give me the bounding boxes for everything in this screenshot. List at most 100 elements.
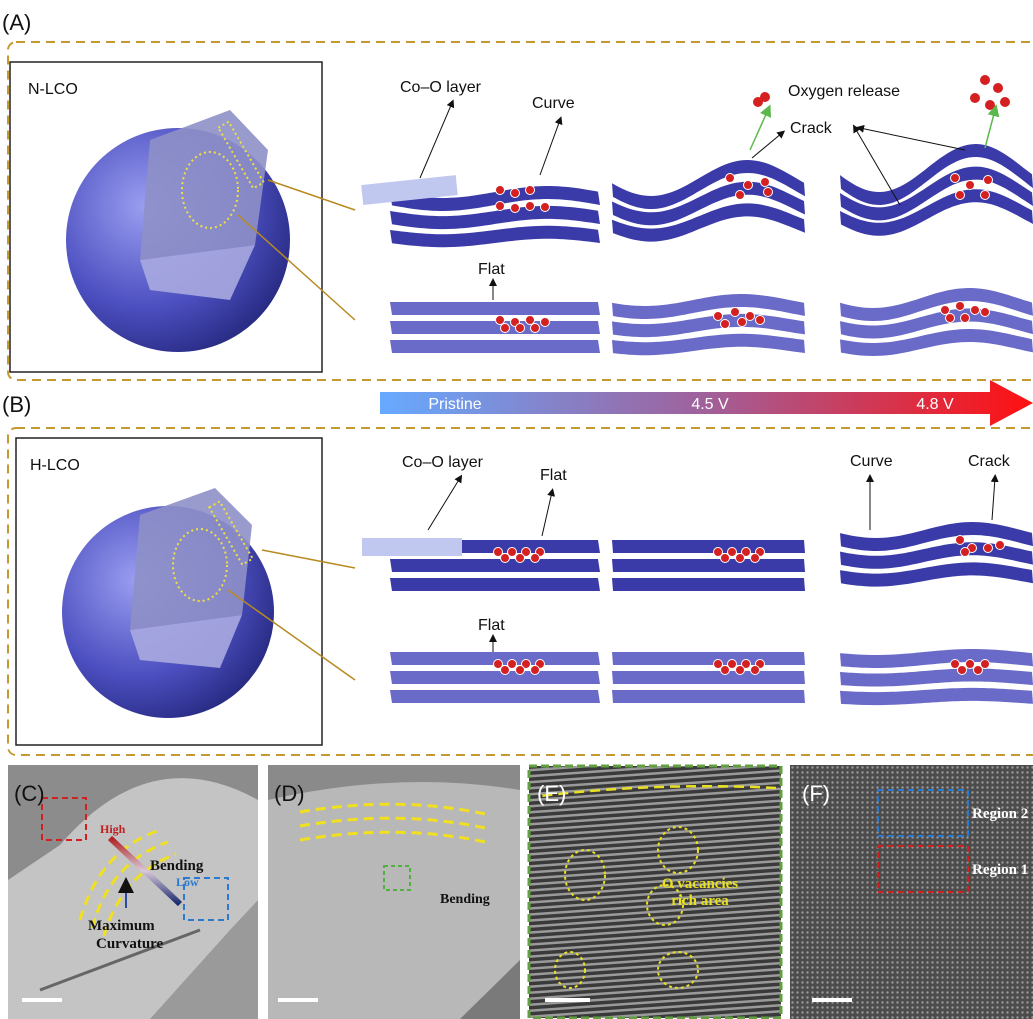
arrow [856,124,966,151]
oxygen [530,665,540,675]
oxygen [750,665,760,675]
layer [390,559,600,572]
annotation: Region 2 [972,806,1028,822]
oxygen [741,547,751,557]
oxygen [983,543,993,553]
layer [840,288,1033,321]
oxygen [750,553,760,563]
layer [390,340,600,353]
oxygen [755,315,765,325]
layer [612,181,805,226]
arrow [751,130,786,159]
annotation: Crack [790,120,833,137]
oxygen [730,307,740,317]
oxygen [713,547,723,557]
layer [612,578,805,591]
oxygen [525,201,535,211]
layer [612,652,805,665]
oxygen [720,553,730,563]
annotation: Curvature [96,936,164,952]
oxygen [737,317,747,327]
annotation: Flat [478,617,505,634]
annotation: Co–O layer [400,79,482,96]
arrow [419,99,455,179]
sphere [66,110,290,352]
oxygen [993,83,1003,93]
annotation: Bending [150,858,204,874]
annotation: Flat [540,467,567,484]
layer [390,186,600,211]
panel-c-overlay [22,797,229,1002]
layer [390,302,600,315]
oxygen [540,317,550,327]
arrow [539,116,563,176]
layer [612,540,805,553]
oxygen [495,201,505,211]
panel-frame [7,427,1033,756]
layer [840,649,1033,668]
oxygen [970,305,980,315]
oxygen [1000,97,1010,107]
stage-label: Pristine [428,396,481,413]
arrow [990,474,999,521]
oxygen [950,173,960,183]
oxygen [985,100,995,110]
oxygen [760,92,770,102]
oxygen [515,665,525,675]
annotation: Flat [478,261,505,278]
layer [612,203,805,242]
oxygen [495,185,505,195]
layer [840,144,1033,205]
arrow [427,474,463,531]
oxygen [495,315,505,325]
oxygen [965,659,975,669]
oxygen [530,323,540,333]
stage-label: 4.8 V [916,396,954,413]
layer [612,671,805,684]
co-o-layer [361,175,458,205]
oxygen [735,553,745,563]
oxygen [760,177,770,187]
oxygen [510,203,520,213]
oxygen [741,659,751,669]
layer [612,294,805,319]
annotation: Region 1 [972,862,1028,878]
oxygen [983,175,993,185]
oxygen [735,665,745,675]
oxygen [960,313,970,323]
arrow [541,488,556,537]
oxygen [507,547,517,557]
oxygen [521,659,531,669]
oxygen [980,307,990,317]
oxygen [500,323,510,333]
annotation: Crack [968,453,1011,470]
layer [390,671,600,684]
panel-e-overlay [539,784,777,1002]
panel-f-overlay [812,789,969,1002]
hrtem-image [527,764,783,1019]
oxygen [720,665,730,675]
panel-label: (E) [537,781,566,806]
co-o-layer [362,538,462,556]
annotation: Curve [532,95,575,112]
oxygen [713,659,723,669]
layer [390,578,600,591]
oxygen [973,665,983,675]
oxygen [713,311,723,321]
oxygen [727,659,737,669]
oxygen [980,190,990,200]
oxygen [515,553,525,563]
oxygen [735,190,745,200]
oxygen [980,659,990,669]
oxygen [955,301,965,311]
stage-label: 4.5 V [691,396,729,413]
layer [390,225,600,248]
sample-name: H-LCO [30,457,80,474]
layer [840,189,1033,236]
panel-label: (A) [2,10,31,35]
oxygen [500,553,510,563]
annotation: rich area [671,893,729,909]
panel-d-overlay [278,775,491,1005]
oxygen [753,97,763,107]
